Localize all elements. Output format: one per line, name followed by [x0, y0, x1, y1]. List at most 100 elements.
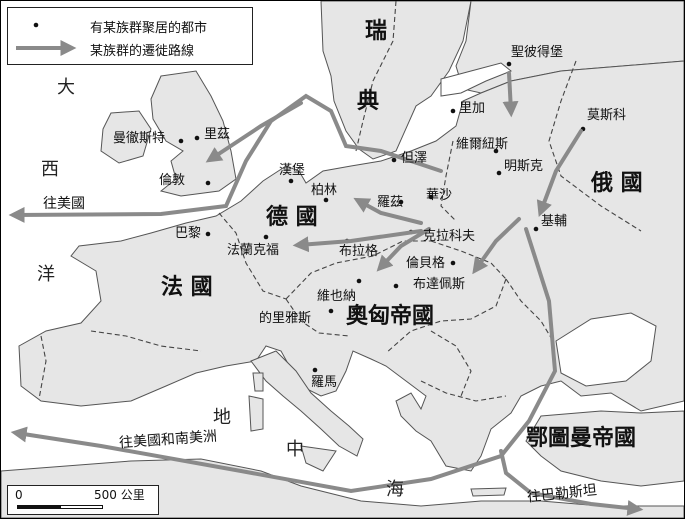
- italy-landmass: [250, 350, 364, 457]
- city-dot-leeds: [194, 135, 200, 141]
- city-dot-budapest: [393, 283, 399, 289]
- city-label-riga: 里加: [459, 101, 486, 116]
- city-dot-vilnius: [493, 148, 499, 154]
- route-arrow-from-moscow: [536, 129, 583, 217]
- city-dot-rome: [312, 367, 318, 373]
- baltic-sea-inlet: [440, 62, 512, 97]
- route-arrow-to-frankfurt: [292, 229, 423, 253]
- city-dot-poznan: [398, 199, 404, 205]
- legend-symbols: [16, 22, 77, 56]
- city-label-london: 倫敦: [159, 173, 186, 188]
- route-arrow-to-prague: [376, 227, 431, 272]
- country-label-sweden-2: 典: [357, 89, 380, 114]
- city-label-vienna: 維也納: [317, 289, 357, 304]
- route-label-to-america: 往美國: [43, 196, 85, 212]
- city-label-krakow: 克拉科夫: [423, 229, 476, 244]
- route-arrow-to-palestine: [499, 449, 644, 516]
- border-balkans-inner: [430, 330, 472, 397]
- sea-label-atlantic-2: 西: [41, 159, 59, 180]
- africa-landmass: [1, 458, 684, 518]
- country-label-russia: 俄 國: [591, 171, 643, 196]
- sea-label-atlantic-3: 洋: [37, 264, 55, 285]
- city-label-berlin: 柏林: [311, 183, 338, 198]
- city-label-minsk: 明斯克: [504, 159, 544, 174]
- ireland-landmass: [100, 110, 152, 164]
- sea-label-atlantic-1: 大: [57, 77, 75, 98]
- border-germany-russia: [440, 140, 457, 222]
- scale-bar-light-segment: [60, 505, 103, 509]
- city-label-lemberg: 倫貝格: [406, 256, 446, 271]
- city-label-rome: 羅馬: [311, 375, 338, 390]
- border-sweden-norway: [355, 1, 397, 152]
- border-spain-portugal: [38, 335, 47, 400]
- corsica-landmass: [252, 372, 264, 392]
- city-dot-paris: [205, 231, 211, 237]
- sea-label-mediterranean-3: 海: [386, 479, 404, 500]
- crete-landmass: [470, 487, 507, 497]
- city-label-moscow: 莫斯科: [587, 108, 627, 123]
- scale-bar: 0 500 公里: [7, 485, 159, 515]
- scale-distance-label: 500 公里: [94, 488, 145, 502]
- map-legend: 有某族群聚居的都市 某族群的遷徙路線: [7, 7, 253, 65]
- city-dot-berlin: [323, 197, 329, 203]
- border-balkans-ottoman: [420, 380, 507, 402]
- route-arrow-to-budapest: [472, 217, 521, 275]
- border-russia-inner: [548, 60, 642, 232]
- city-dot-frankfurt: [263, 234, 269, 240]
- city-label-leeds: 里茲: [204, 127, 231, 142]
- city-label-poznan: 羅茲: [377, 195, 404, 210]
- great-britain-landmass: [150, 70, 237, 197]
- route-arrow-from-st-petersburg: [502, 71, 519, 118]
- legend-city-dot-icon: [33, 22, 39, 28]
- country-label-ottoman: 鄂圖曼帝國: [526, 426, 637, 451]
- city-dot-st-petersburg: [506, 61, 512, 67]
- country-label-sweden-1: 瑞: [365, 19, 388, 44]
- city-label-frankfurt: 法蘭克福: [227, 243, 280, 258]
- city-label-prague: 布拉格: [339, 244, 379, 259]
- city-label-manchester: 曼徹斯特: [113, 131, 166, 146]
- scale-bar-dark-segment: [17, 505, 60, 509]
- city-label-budapest: 布達佩斯: [413, 277, 466, 292]
- sea-label-mediterranean-1: 地: [213, 407, 231, 428]
- city-label-vilnius: 維爾紐斯: [456, 137, 509, 152]
- city-label-danzig: 但澤: [401, 151, 428, 166]
- city-dot-london: [205, 180, 211, 186]
- route-arrow-to-england: [205, 101, 303, 163]
- sardinia-landmass: [248, 395, 264, 432]
- city-dot-kiev: [533, 226, 539, 232]
- border-russia-romania: [505, 278, 554, 342]
- anatomia-landmass: [525, 410, 684, 487]
- city-dot-manchester: [178, 138, 184, 144]
- city-label-st-petersburg: 聖彼得堡: [511, 45, 564, 60]
- sea-label-mediterranean-2: 中: [286, 439, 304, 460]
- city-label-hamburg: 漢堡: [279, 163, 306, 178]
- sicily-landmass: [300, 445, 337, 472]
- city-label-trieste: 的里雅斯: [259, 311, 312, 326]
- city-dot-danzig: [391, 157, 397, 163]
- city-dot-vienna: [356, 278, 362, 284]
- scale-zero-label: 0: [15, 488, 23, 502]
- route-arrow-to-americas: [10, 227, 558, 494]
- scandinavia-landmass: [320, 1, 472, 160]
- border-france-spain: [90, 330, 202, 352]
- black-sea: [555, 312, 657, 387]
- country-label-austria-hungary: 奧匈帝國: [346, 304, 435, 329]
- city-dot-hamburg: [288, 178, 294, 184]
- city-dot-trieste: [328, 308, 334, 314]
- city-dot-minsk: [496, 170, 502, 176]
- mainland-europe-landmass: [18, 60, 684, 472]
- border-austria-balkans: [385, 278, 507, 354]
- country-label-germany: 德 國: [266, 205, 318, 230]
- country-label-france: 法 國: [161, 275, 213, 300]
- route-arrow-to-berlin: [353, 197, 423, 225]
- legend-route-label: 某族群的遷徙路線: [90, 44, 195, 59]
- border-austria-russia: [430, 240, 507, 280]
- city-label-kiev: 基輔: [541, 214, 568, 229]
- city-label-paris: 巴黎: [175, 226, 202, 241]
- city-label-warsaw: 華沙: [426, 188, 453, 203]
- border-germany-france: [218, 212, 287, 300]
- city-dot-warsaw: [428, 194, 434, 200]
- legend-city-label: 有某族群聚居的都市: [90, 21, 208, 36]
